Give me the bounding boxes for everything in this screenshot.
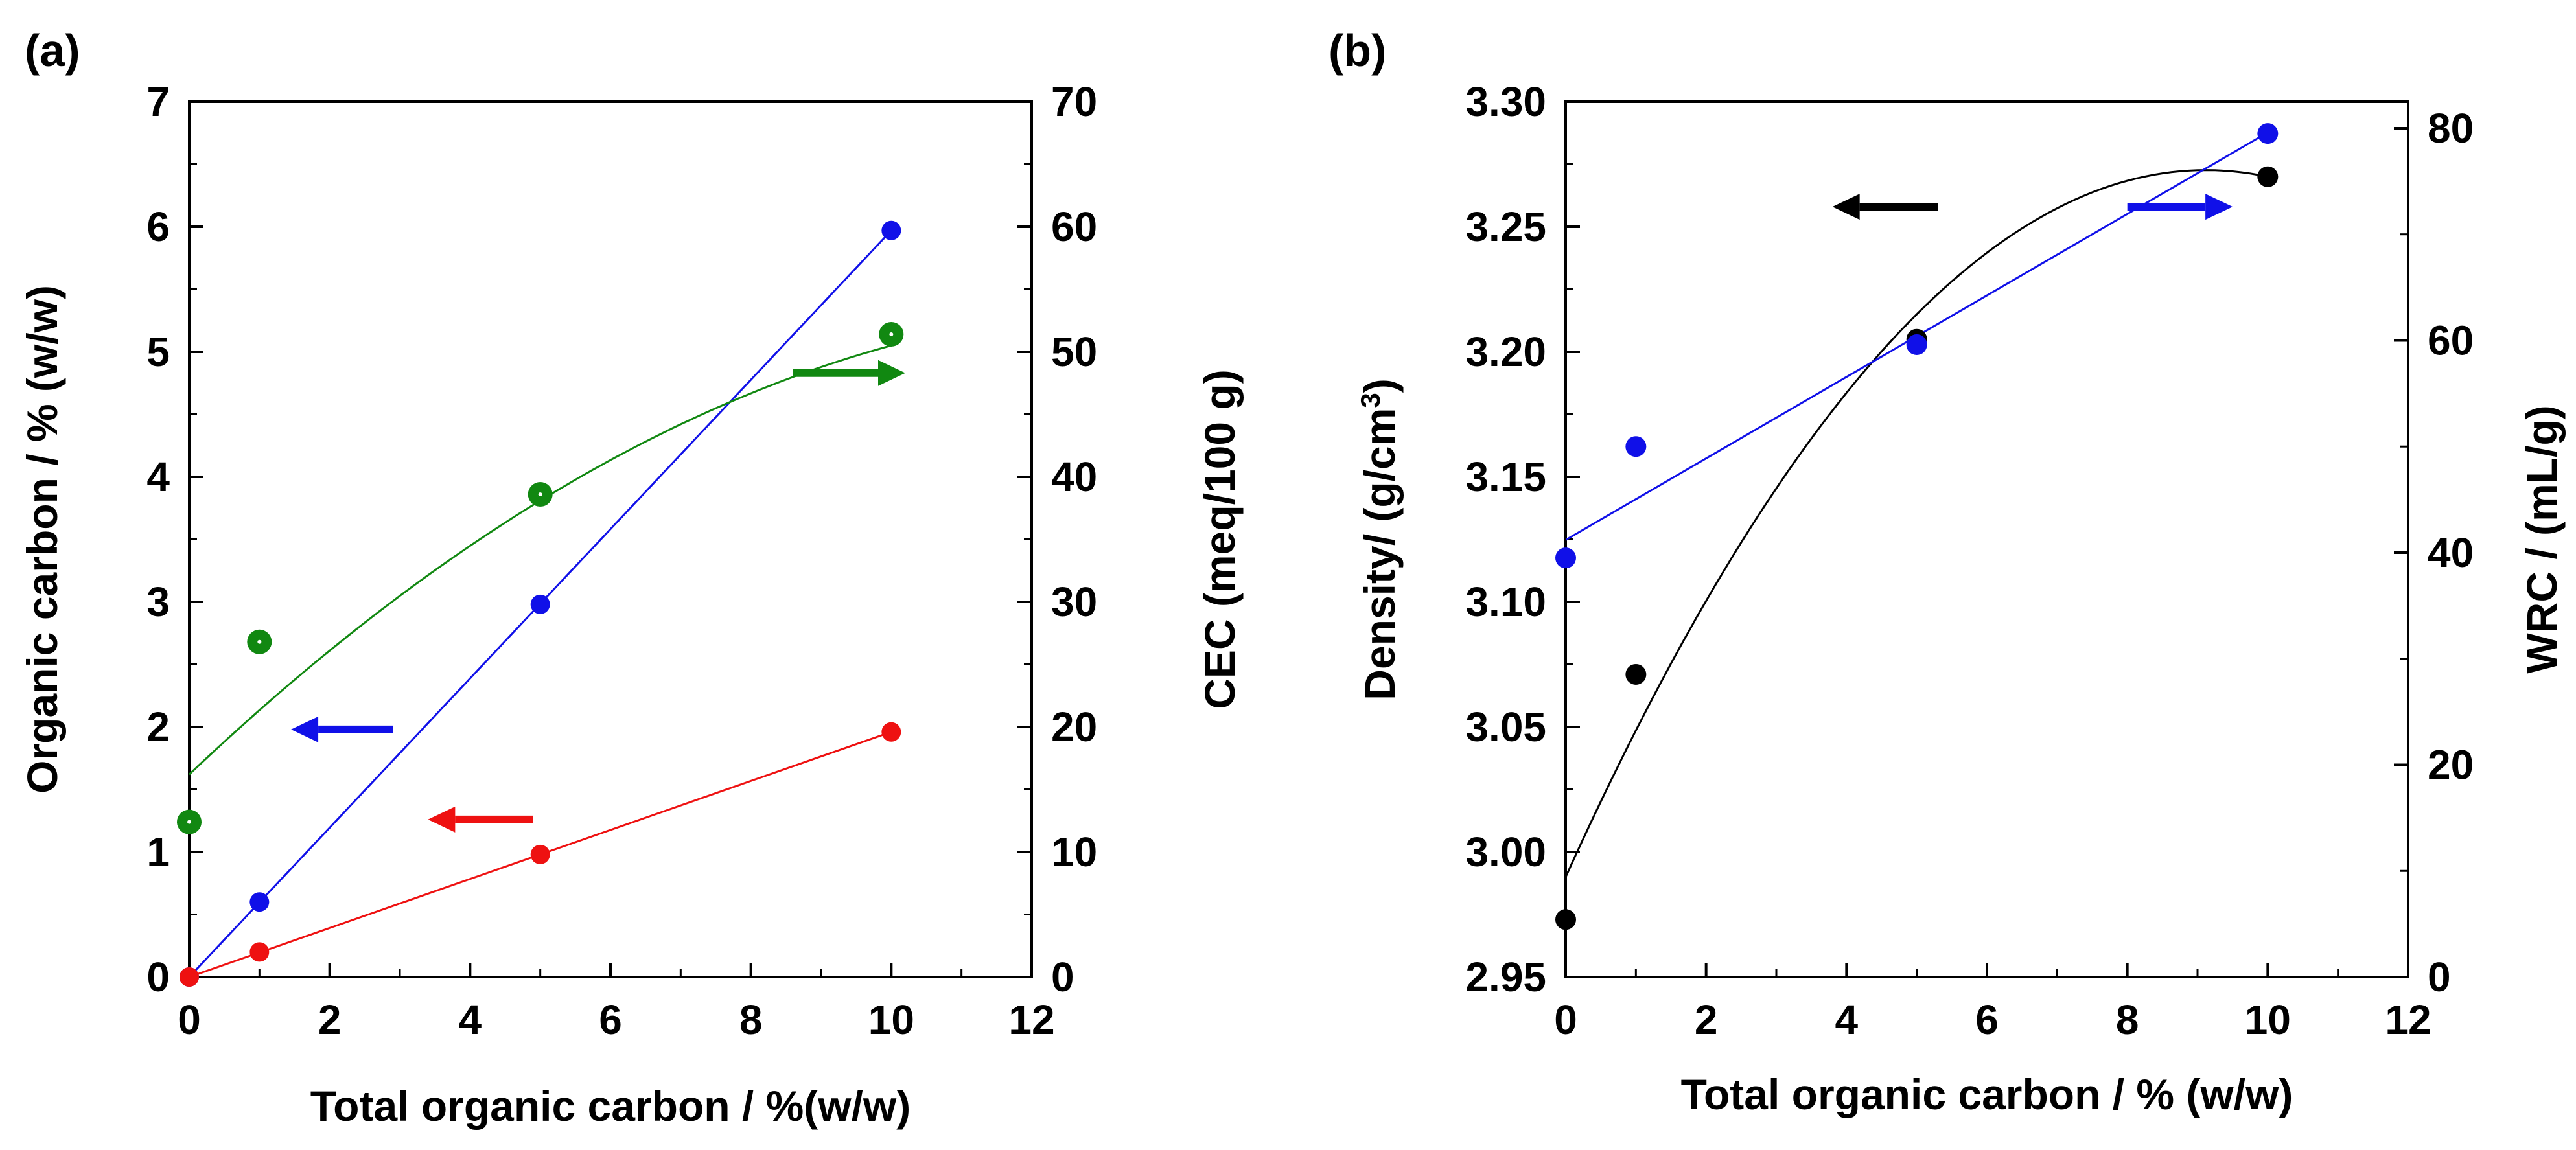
y-right-tick-label: 50 [1051,328,1097,375]
data-point-black [1625,663,1647,685]
panel-label: (a) [25,25,80,76]
data-point-center [538,492,542,497]
data-point-black [2257,166,2279,187]
arrow-blue-head [291,716,319,742]
x-tick-label: 0 [178,996,201,1043]
panel-a-chart: 0 2 4 6 8 10 1201234567010203040506070(a)Total… [18,25,1244,1130]
x-tick-label: 6 [599,996,622,1043]
data-point-blue [249,892,270,912]
data-point-red [180,967,199,987]
y-left-tick-label: 3 [146,579,170,625]
y-right-tick-label: 80 [2428,105,2474,152]
plot-frame [1564,100,2409,978]
data-point-blue [2257,123,2279,144]
data-point-black [1555,909,1576,930]
y-left-tick-label: 0 [146,954,170,1000]
y-left-tick-label: 1 [146,829,170,875]
x-tick-label: 12 [2385,996,2431,1043]
y-right-tick-label: 0 [1051,954,1074,1000]
y-left-tick-label: 2 [146,704,170,750]
y-left-title-text: Organic carbon / % (w/w) [18,285,66,794]
y-left-tick-label: 5 [146,328,170,375]
y-left-axis-title: Density/ (g/cm3) [1355,378,1404,700]
arrow-blue-head [2205,194,2233,220]
y-left-title-text: Density/ (g/cm [1356,408,1404,700]
x-tick-label: 4 [459,996,482,1043]
y-right-tick-label: 10 [1051,829,1097,875]
y-left-tick-label: 3.15 [1465,454,1546,500]
x-tick-label: 10 [868,996,914,1043]
y-right-tick-label: 40 [2428,529,2474,576]
y-left-title-end: ) [1356,378,1404,393]
y-right-tick-label: 20 [2428,741,2474,788]
x-tick-label: 8 [2116,996,2139,1043]
x-axis-title: Total organic carbon / %(w/w) [310,1082,911,1130]
data-point-blue [530,594,550,614]
y-right-axis-title: WRC / (mL/g) [2518,405,2566,673]
y-left-axis-title: Organic carbon / % (w/w) [18,285,66,794]
y-right-tick-label: 40 [1051,454,1097,500]
y-left-tick-label: 3.30 [1465,78,1546,125]
y-left-tick-label: 3.00 [1465,829,1546,875]
fit-curve-green [189,344,892,776]
data-point-red [881,722,901,742]
x-axis-title: Total organic carbon / % (w/w) [1681,1070,2293,1118]
x-tick-label: 0 [1554,996,1577,1043]
x-tick-label: 10 [2245,996,2291,1043]
x-tick-label: 2 [1695,996,1718,1043]
data-point-red [530,844,550,864]
y-left-tick-label: 3.25 [1465,203,1546,250]
y-right-tick-label: 30 [1051,579,1097,625]
x-tick-label: 8 [739,996,763,1043]
y-left-tick-label: 4 [146,454,170,500]
y-left-tick-label: 3.05 [1465,704,1546,750]
panel-label: (b) [1329,25,1386,76]
y-left-tick-label: 2.95 [1465,954,1546,1000]
y-right-tick-label: 70 [1051,78,1097,125]
panel-b-chart: 0 2 4 6 8 10 12 2.95 3.00 3.05 3.10 3.15 3.20 3.25 3.3… [1329,25,2566,1118]
y-left-title-superscript: 3 [1355,393,1386,408]
arrow-green-head [878,360,905,386]
y-right-tick-label: 0 [2428,954,2451,1000]
data-point-blue [1906,334,1927,356]
y-left-tick-label: 3.10 [1465,579,1546,625]
x-tick-label: 2 [318,996,342,1043]
x-tick-label: 6 [1975,996,1999,1043]
data-point-blue [881,220,901,240]
data-point-center [187,820,191,824]
data-point-blue [1625,436,1647,457]
arrow-black-head [1832,194,1860,220]
data-point-center [257,639,262,644]
data-point-center [889,332,894,336]
x-tick-label: 4 [1835,996,1859,1043]
plot-frame [188,100,1033,978]
y-left-tick-label: 7 [146,78,170,125]
data-point-blue [1555,547,1576,569]
y-right-tick-label: 60 [1051,203,1097,250]
x-tick-label: 12 [1008,996,1054,1043]
y-right-tick-label: 20 [1051,704,1097,750]
data-point-red [249,942,270,962]
y-right-axis-title: CEC (meq/100 g) [1196,369,1244,709]
y-left-tick-label: 3.20 [1465,328,1546,375]
fit-curve-black [1566,169,2268,878]
y-right-tick-label: 60 [2428,317,2474,363]
arrow-red-head [428,806,456,833]
y-left-tick-label: 6 [146,203,170,250]
